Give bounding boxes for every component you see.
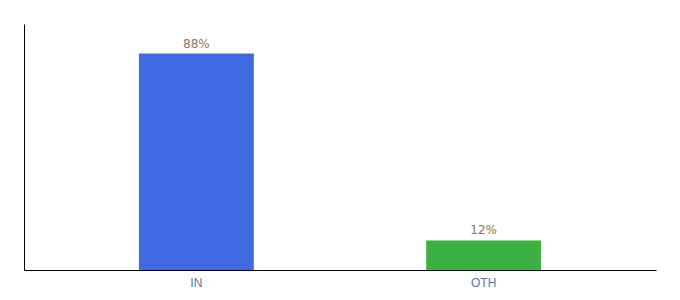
x-axis: IN OTH (25, 271, 657, 290)
x-tick-label: IN (190, 276, 202, 290)
plot: 88% 12% IN OTH (25, 25, 657, 290)
bar (139, 54, 254, 270)
data-label: 12% (470, 223, 497, 237)
data-label: 88% (183, 37, 210, 51)
bars (139, 54, 541, 270)
chart: 88% 12% IN OTH (0, 0, 680, 300)
x-axis-line (25, 270, 657, 271)
y-axis-line (24, 25, 25, 271)
x-tick: IN (190, 276, 202, 290)
x-tick-label: OTH (471, 276, 496, 290)
x-tick: OTH (471, 276, 496, 290)
data-labels: 88% 12% (183, 37, 497, 238)
bar (426, 240, 541, 270)
y-axis (24, 25, 25, 271)
